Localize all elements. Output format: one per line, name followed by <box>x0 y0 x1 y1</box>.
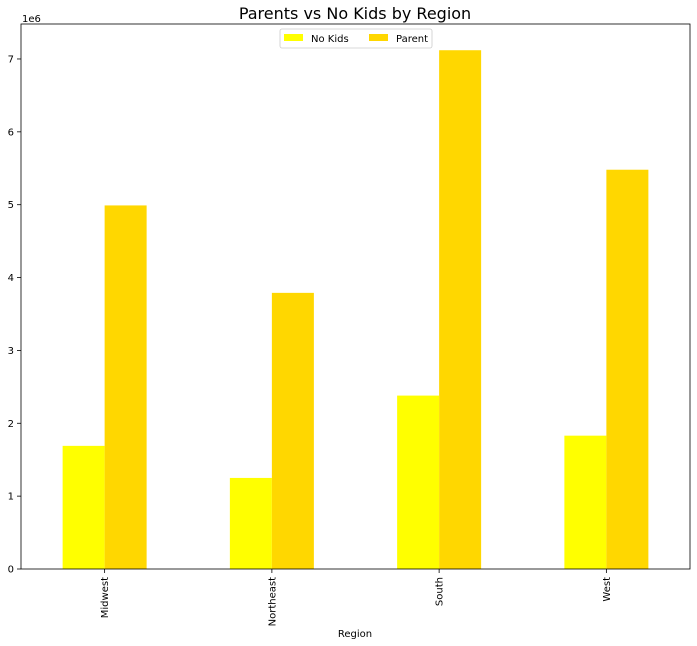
chart-title: Parents vs No Kids by Region <box>239 4 471 23</box>
legend-box <box>279 28 433 49</box>
y-tick-label: 2 <box>8 419 14 430</box>
y-tick-label: 1 <box>8 492 14 503</box>
legend-label-parent: Parent <box>396 34 428 45</box>
y-tick-label: 0 <box>8 565 14 576</box>
y-tick-label: 6 <box>8 127 14 138</box>
y-tick-label: 5 <box>8 200 14 211</box>
bar-parent-west <box>606 169 649 569</box>
x-tick-label: South <box>435 577 446 606</box>
y-tick-label: 3 <box>8 346 14 357</box>
bar-parent-northeast <box>271 292 314 569</box>
x-tick-label: Midwest <box>100 577 111 618</box>
bar-parent-south <box>439 50 482 570</box>
bar-no-kids-midwest <box>62 445 105 569</box>
plot-area: 0 1 2 3 4 5 6 7 Midwest Northeast South West No Kids… <box>8 23 691 626</box>
x-tick-label: Northeast <box>267 577 278 626</box>
legend-swatch-no-kids <box>284 34 303 41</box>
y-scale-label: 1e6 <box>22 14 41 25</box>
y-tick-label: 4 <box>8 273 14 284</box>
bar-no-kids-west <box>564 435 607 569</box>
x-axis-label: Region <box>338 629 372 640</box>
legend-swatch-parent <box>369 34 388 41</box>
legend-label-no-kids: No Kids <box>311 34 349 45</box>
bar-no-kids-south <box>397 395 440 569</box>
bar-no-kids-northeast <box>229 477 272 569</box>
y-tick-label: 7 <box>8 54 14 65</box>
bar-parent-midwest <box>104 205 147 569</box>
plot-frame <box>20 23 691 570</box>
x-tick-label: West <box>602 577 613 602</box>
